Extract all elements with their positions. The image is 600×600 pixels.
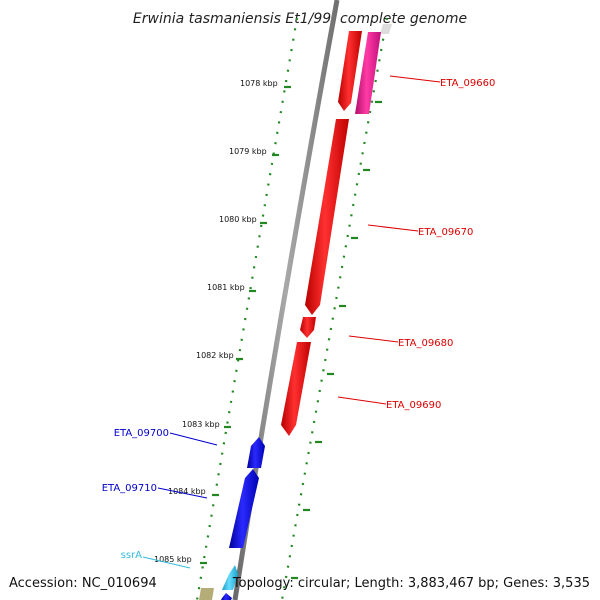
leader-eta-09680 [348,335,399,343]
leader-eta-09710 [157,487,208,499]
accession-text: Accession: NC_010694 [9,576,157,591]
genome-title: Erwinia tasmaniensis Et1/99, complete ge… [133,11,467,27]
tick-label-1082: 1082 kbp [196,351,234,360]
leader-eta-09670 [367,224,419,232]
gene-eta-09680[interactable] [300,317,316,338]
inner-tick-ring [195,17,299,600]
label-eta-09670[interactable]: ETA_09670 [418,227,473,238]
leader-eta-09700 [169,432,218,446]
gene-eta-09700[interactable] [247,437,265,468]
tick-label-1085: 1085 kbp [154,555,192,564]
outer-tick-marks [291,100,382,580]
label-eta-09710[interactable]: ETA_09710 [102,483,157,494]
leader-eta-09690 [337,396,387,405]
leader-eta-09660 [389,75,441,83]
gene-eta-09670[interactable] [305,119,349,315]
label-ssra[interactable]: ssrA [121,550,143,561]
leader-ssra [142,556,191,569]
tick-label-1080: 1080 kbp [219,215,257,224]
gene-ssra[interactable] [222,565,238,590]
label-eta-09660[interactable]: ETA_09660 [440,78,495,89]
misc-feature [199,588,214,600]
label-eta-09680[interactable]: ETA_09680 [398,338,453,349]
label-eta-09690[interactable]: ETA_09690 [386,400,441,411]
tick-label-1083: 1083 kbp [182,420,220,429]
backbone-fade [380,24,392,34]
gene-magenta[interactable] [355,32,381,114]
tick-label-1081: 1081 kbp [207,283,245,292]
gene-eta-09660[interactable] [338,31,362,111]
tick-marks [200,85,291,565]
tick-label-1078: 1078 kbp [240,79,278,88]
gene-blue-bottom[interactable] [221,593,232,600]
tick-label-1084: 1084 kbp [168,487,206,496]
genome-summary-text: Topology: circular; Length: 3,883,467 bp… [232,576,590,591]
gene-eta-09690[interactable] [281,342,311,436]
tick-label-1079: 1079 kbp [229,147,267,156]
gene-eta-09710[interactable] [229,469,259,548]
outer-tick-ring [280,17,389,600]
label-eta-09700[interactable]: ETA_09700 [114,428,169,439]
